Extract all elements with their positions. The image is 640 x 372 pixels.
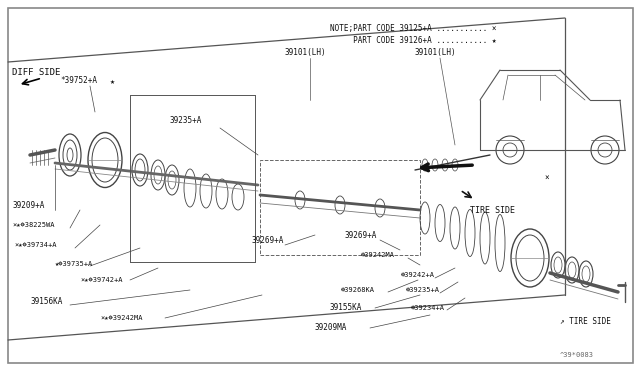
Text: ×★☸39242MA: ×★☸39242MA [100, 315, 143, 321]
Text: PART CODE 39126+A ........... ★: PART CODE 39126+A ........... ★ [330, 35, 497, 45]
Text: ☸39235+A: ☸39235+A [405, 287, 439, 293]
Text: ☸39268KA: ☸39268KA [340, 287, 374, 293]
Text: TIRE SIDE: TIRE SIDE [470, 205, 515, 215]
Text: 39101(LH): 39101(LH) [415, 48, 456, 57]
Text: 39235+A: 39235+A [170, 115, 202, 125]
Text: *39752+A: *39752+A [60, 76, 97, 84]
Text: ×★☸39742+A: ×★☸39742+A [80, 277, 122, 283]
Text: 39209MA: 39209MA [315, 324, 348, 333]
Text: ☸39234+A: ☸39234+A [410, 305, 444, 311]
Text: 39209+A: 39209+A [12, 201, 44, 209]
Text: ↗ TIRE SIDE: ↗ TIRE SIDE [560, 317, 611, 327]
Text: ×★☸38225WA: ×★☸38225WA [12, 222, 54, 228]
Bar [260, 160, 420, 255]
Text: 39156KA: 39156KA [30, 298, 62, 307]
Text: 39269+A: 39269+A [345, 231, 378, 240]
Text: DIFF SIDE: DIFF SIDE [12, 67, 60, 77]
Text: ★: ★ [110, 77, 115, 87]
Text: ☸39242+A: ☸39242+A [400, 272, 434, 278]
Text: ^39*0083: ^39*0083 [560, 352, 594, 358]
Text: ☸39242MA: ☸39242MA [360, 252, 394, 258]
Text: ★☸39735+A: ★☸39735+A [55, 261, 93, 267]
Text: 39155KA: 39155KA [330, 304, 362, 312]
Text: NOTE;PART CODE 39125+A ........... ×: NOTE;PART CODE 39125+A ........... × [330, 23, 497, 32]
Text: 39269+A: 39269+A [252, 235, 284, 244]
Text: ×★☸39734+A: ×★☸39734+A [14, 242, 56, 248]
Text: 39101(LH): 39101(LH) [285, 48, 326, 57]
Text: ×: × [544, 173, 548, 183]
